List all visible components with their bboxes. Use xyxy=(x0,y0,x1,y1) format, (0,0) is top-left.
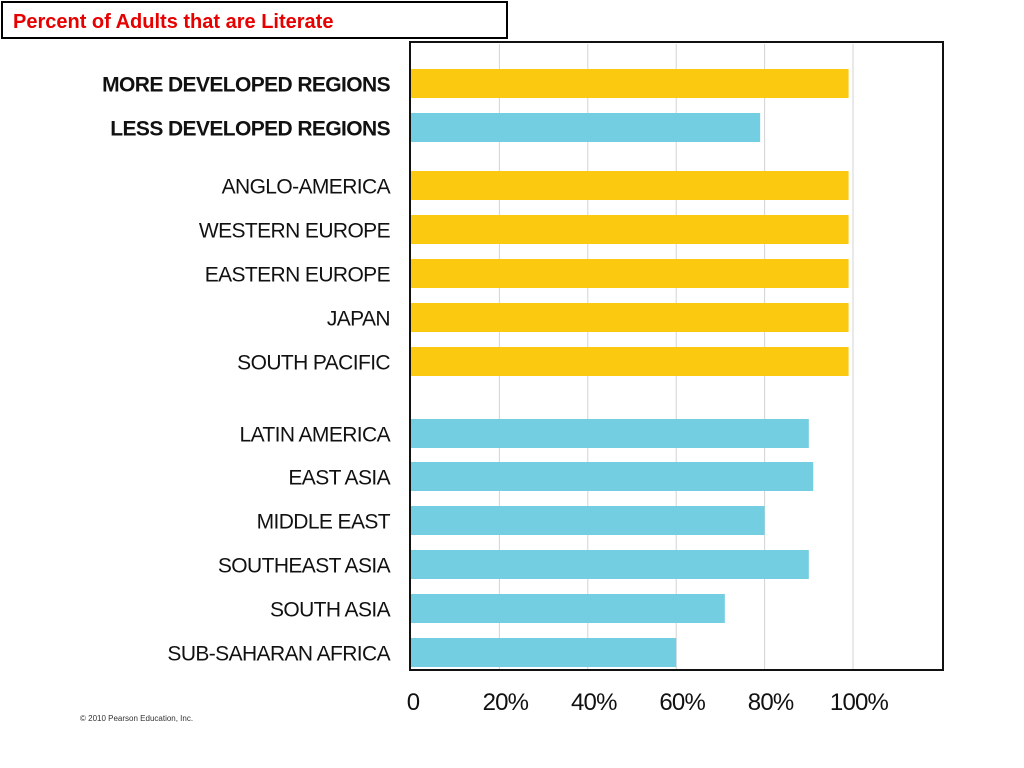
x-tick-label: 40% xyxy=(571,689,617,716)
category-label: SOUTH PACIFIC xyxy=(237,352,390,375)
bar-south-pacific xyxy=(411,347,849,376)
bar-latin-america xyxy=(411,419,809,448)
bar-less-developed-regions xyxy=(411,113,761,142)
category-label: SOUTHEAST ASIA xyxy=(218,555,391,578)
category-labels: MORE DEVELOPED REGIONS LESS DEVELOPED REG… xyxy=(102,74,391,666)
x-tick-label: 20% xyxy=(483,689,529,716)
plot-frame xyxy=(409,41,944,671)
x-axis-tick-labels: 0 20% 40% 60% 80% 100% xyxy=(407,689,890,716)
bar-south-asia xyxy=(411,594,725,623)
bar-middle-east xyxy=(411,506,765,535)
category-label: EAST ASIA xyxy=(288,467,390,490)
x-tick-label: 100% xyxy=(830,689,889,716)
bar-japan xyxy=(411,303,849,332)
bars xyxy=(411,69,849,667)
category-label: ANGLO-AMERICA xyxy=(222,176,391,199)
category-label: JAPAN xyxy=(327,308,390,331)
x-tick-label: 80% xyxy=(748,689,794,716)
bar-southeast-asia xyxy=(411,550,809,579)
category-label: LATIN AMERICA xyxy=(239,424,390,447)
category-label: MIDDLE EAST xyxy=(257,511,391,534)
category-label: MORE DEVELOPED REGIONS xyxy=(102,74,390,97)
bar-sub-saharan-africa xyxy=(411,638,677,667)
bar-anglo-america xyxy=(411,171,849,200)
category-label: WESTERN EUROPE xyxy=(199,220,391,243)
category-label: SUB-SAHARAN AFRICA xyxy=(167,643,390,666)
chart-title: Percent of Adults that are Literate xyxy=(13,11,334,33)
copyright-notice: © 2010 Pearson Education, Inc. xyxy=(80,714,194,723)
bar-east-asia xyxy=(411,462,814,491)
category-label: EASTERN EUROPE xyxy=(205,264,391,287)
bar-western-europe xyxy=(411,215,849,244)
category-label: LESS DEVELOPED REGIONS xyxy=(110,118,390,141)
x-tick-label: 0 xyxy=(407,689,420,716)
x-tick-label: 60% xyxy=(659,689,705,716)
bar-eastern-europe xyxy=(411,259,849,288)
category-label: SOUTH ASIA xyxy=(270,599,391,622)
title-box: Percent of Adults that are Literate xyxy=(1,1,508,39)
bar-more-developed-regions xyxy=(411,69,849,98)
